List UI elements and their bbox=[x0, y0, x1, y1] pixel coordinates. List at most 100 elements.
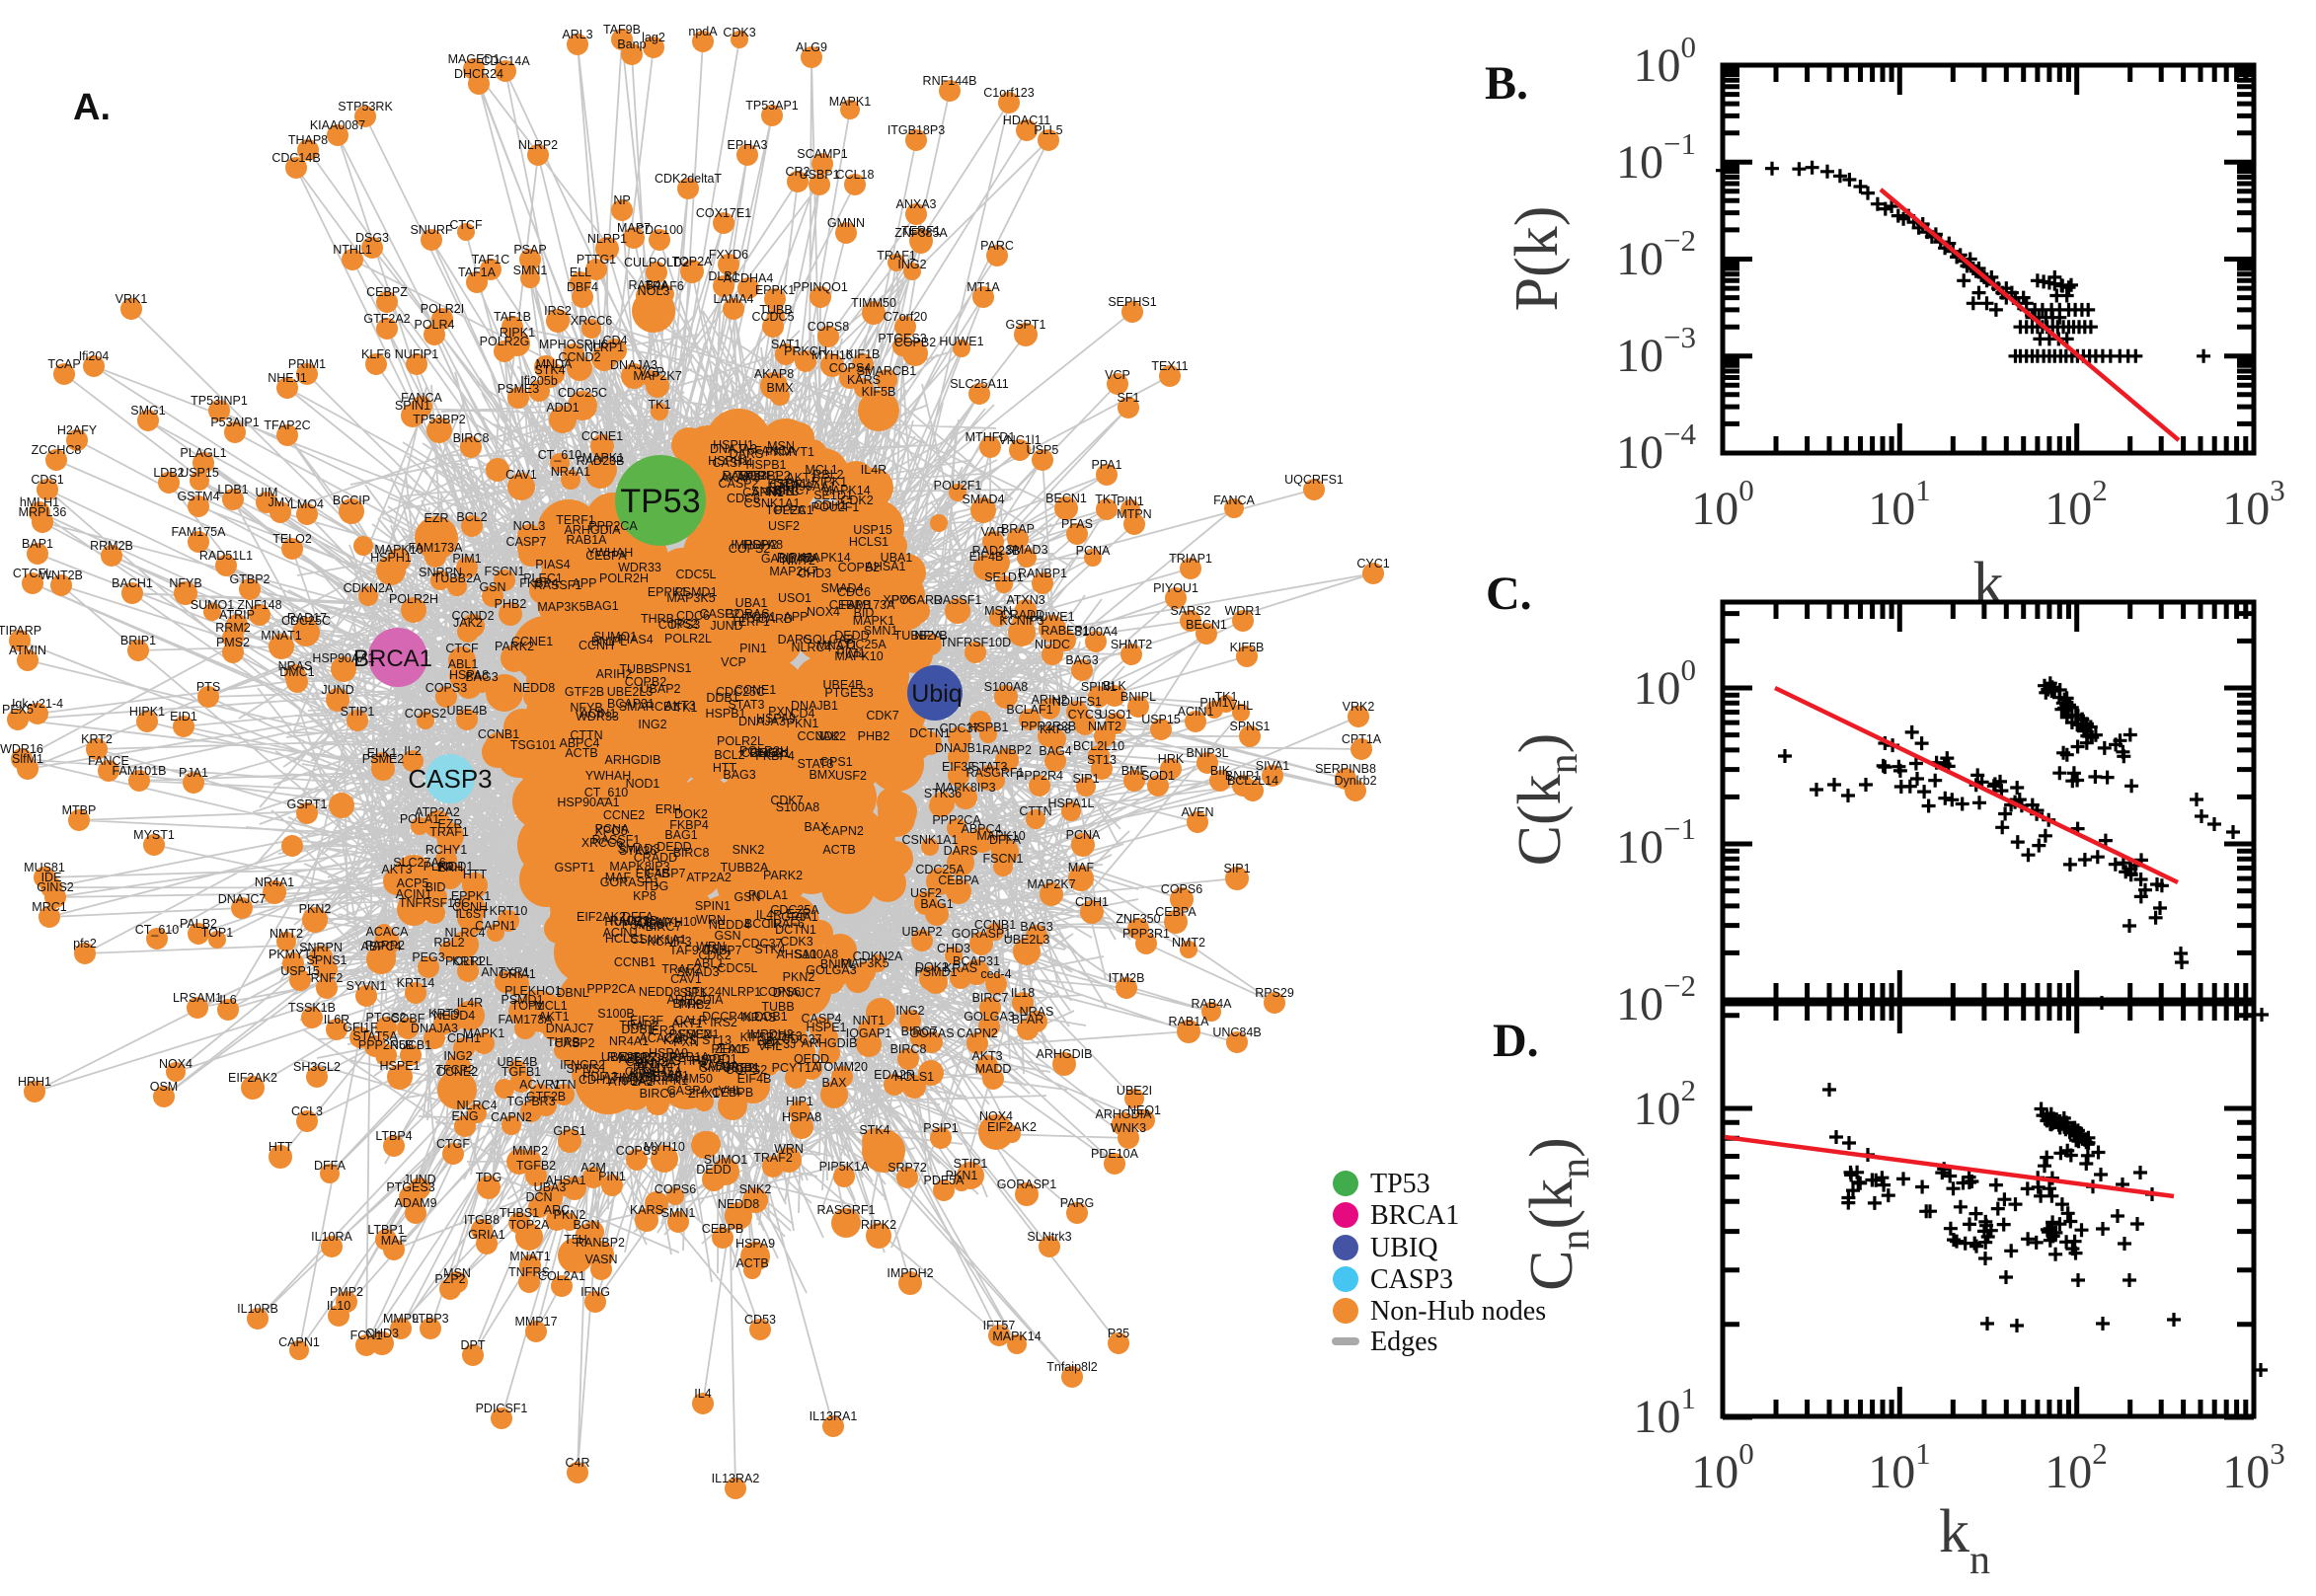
svg-text:SNK2: SNK2 bbox=[733, 843, 765, 857]
svg-text:DSG3: DSG3 bbox=[355, 231, 389, 245]
svg-text:AHSA1: AHSA1 bbox=[866, 560, 906, 573]
svg-text:ABPC4: ABPC4 bbox=[962, 822, 1002, 836]
svg-text:FAM173A: FAM173A bbox=[499, 1013, 554, 1026]
svg-text:Non-Hub nodes: Non-Hub nodes bbox=[1370, 1296, 1546, 1327]
svg-text:GOLGA3: GOLGA3 bbox=[964, 1010, 1014, 1024]
svg-text:UBAP2: UBAP2 bbox=[902, 925, 943, 939]
svg-text:HIPK1: HIPK1 bbox=[129, 705, 165, 719]
svg-text:NR4A1: NR4A1 bbox=[255, 875, 294, 889]
svg-text:THRB: THRB bbox=[547, 1035, 580, 1049]
svg-text:EDA2R: EDA2R bbox=[874, 1068, 915, 1082]
svg-text:PMP2: PMP2 bbox=[330, 1285, 363, 1299]
svg-text:PDE10A: PDE10A bbox=[1091, 1147, 1139, 1161]
svg-text:BACH1: BACH1 bbox=[112, 576, 153, 590]
svg-text:PPP2R2B: PPP2R2B bbox=[1021, 720, 1076, 733]
svg-text:CASP3: CASP3 bbox=[1370, 1264, 1453, 1295]
svg-text:SE1D1: SE1D1 bbox=[813, 489, 853, 502]
svg-text:RAB1A: RAB1A bbox=[669, 1050, 711, 1064]
svg-text:VHL: VHL bbox=[758, 1039, 782, 1053]
svg-text:RANBP2: RANBP2 bbox=[607, 1050, 656, 1064]
svg-text:BIRC8: BIRC8 bbox=[453, 431, 490, 445]
svg-text:PXN: PXN bbox=[673, 1035, 699, 1049]
svg-text:CDC25A: CDC25A bbox=[837, 638, 887, 651]
svg-text:Ubiq: Ubiq bbox=[911, 680, 962, 708]
svg-text:PIYOU1: PIYOU1 bbox=[1153, 581, 1198, 595]
svg-text:AKT1: AKT1 bbox=[671, 1017, 702, 1030]
svg-text:NUFIP1: NUFIP1 bbox=[395, 347, 439, 361]
svg-text:PCNA: PCNA bbox=[1076, 544, 1111, 558]
svg-text:MRC1: MRC1 bbox=[32, 900, 66, 914]
svg-text:SPNS1: SPNS1 bbox=[567, 1062, 607, 1076]
svg-text:EPHA3: EPHA3 bbox=[728, 138, 768, 152]
svg-text:GINS2: GINS2 bbox=[37, 880, 74, 894]
svg-text:GFI1F: GFI1F bbox=[343, 1021, 378, 1034]
svg-text:PCYT1A: PCYT1A bbox=[772, 1061, 820, 1075]
svg-text:CT_610: CT_610 bbox=[584, 786, 629, 799]
svg-text:HUWE1: HUWE1 bbox=[604, 915, 649, 929]
svg-text:SMARCB1: SMARCB1 bbox=[700, 1061, 759, 1075]
svg-text:PIAS4: PIAS4 bbox=[535, 558, 570, 571]
svg-text:IL6ST: IL6ST bbox=[455, 907, 489, 921]
svg-text:KIF5B: KIF5B bbox=[740, 1030, 775, 1044]
svg-text:SF1: SF1 bbox=[1118, 391, 1140, 405]
svg-text:STIP1: STIP1 bbox=[954, 1157, 988, 1171]
svg-text:XRCC6: XRCC6 bbox=[581, 836, 623, 850]
svg-text:hMLH1: hMLH1 bbox=[20, 495, 59, 509]
svg-text:SLNtrk3: SLNtrk3 bbox=[1027, 1230, 1071, 1244]
svg-text:WDR1: WDR1 bbox=[1225, 604, 1262, 618]
svg-text:ANXA3: ANXA3 bbox=[896, 197, 937, 211]
svg-text:NEDD4: NEDD4 bbox=[709, 918, 750, 932]
svg-text:IDE: IDE bbox=[41, 871, 62, 884]
svg-text:USF2: USF2 bbox=[910, 886, 942, 900]
svg-text:IL13RA2: IL13RA2 bbox=[712, 1472, 760, 1485]
svg-text:RAB4A: RAB4A bbox=[1192, 997, 1233, 1011]
svg-text:SUMO1: SUMO1 bbox=[593, 630, 638, 644]
svg-text:VASN: VASN bbox=[584, 1253, 617, 1266]
svg-text:IFNG: IFNG bbox=[580, 1285, 610, 1299]
svg-text:GTBP2: GTBP2 bbox=[230, 572, 270, 586]
svg-text:ERH: ERH bbox=[656, 802, 681, 816]
svg-text:CEBPA: CEBPA bbox=[585, 549, 627, 563]
svg-text:S100A8: S100A8 bbox=[795, 948, 839, 961]
svg-text:TAF1A: TAF1A bbox=[458, 266, 497, 279]
svg-text:BAG3: BAG3 bbox=[465, 670, 498, 684]
svg-text:MRPL36: MRPL36 bbox=[19, 505, 67, 519]
svg-text:CAPN1: CAPN1 bbox=[475, 919, 516, 933]
svg-text:CASP4: CASP4 bbox=[802, 1012, 842, 1026]
svg-text:MAP2K7: MAP2K7 bbox=[1027, 877, 1075, 891]
svg-text:k: k bbox=[1973, 551, 2004, 618]
svg-text:AKAP8: AKAP8 bbox=[754, 367, 794, 381]
svg-text:ATP2A2: ATP2A2 bbox=[608, 1075, 654, 1089]
svg-text:COPS8: COPS8 bbox=[808, 320, 849, 334]
svg-text:IQGAP1: IQGAP1 bbox=[846, 1026, 892, 1040]
svg-text:RASSF1: RASSF1 bbox=[534, 578, 582, 592]
svg-text:RAD51L1: RAD51L1 bbox=[199, 549, 253, 563]
svg-text:SRP72: SRP72 bbox=[888, 1161, 927, 1175]
svg-text:PSMD1: PSMD1 bbox=[674, 585, 717, 599]
svg-text:STAT3: STAT3 bbox=[970, 760, 1007, 774]
svg-text:HTT: HTT bbox=[713, 761, 737, 775]
svg-text:HSPH1: HSPH1 bbox=[708, 454, 749, 468]
svg-text:AKT3: AKT3 bbox=[971, 1049, 1002, 1063]
svg-text:CDH1: CDH1 bbox=[813, 498, 847, 512]
svg-text:ERH: ERH bbox=[437, 861, 463, 874]
svg-text:IL6R: IL6R bbox=[324, 1013, 349, 1026]
svg-text:UBA1: UBA1 bbox=[735, 596, 768, 610]
svg-text:IFNGR2: IFNGR2 bbox=[560, 1058, 605, 1072]
svg-text:BAG4: BAG4 bbox=[1039, 744, 1071, 758]
svg-text:CT_610: CT_610 bbox=[538, 448, 582, 462]
svg-text:STAT3: STAT3 bbox=[728, 698, 764, 712]
svg-text:DNAJC7: DNAJC7 bbox=[773, 986, 821, 1000]
svg-text:SMN1: SMN1 bbox=[513, 264, 548, 277]
svg-text:AKAP8: AKAP8 bbox=[721, 471, 760, 485]
svg-text:CCL3: CCL3 bbox=[291, 1104, 323, 1118]
svg-text:LDB2: LDB2 bbox=[153, 466, 184, 480]
svg-text:CASP2: CASP2 bbox=[700, 607, 740, 621]
svg-text:TDG: TDG bbox=[476, 1171, 502, 1184]
svg-text:GSN: GSN bbox=[714, 929, 740, 943]
svg-text:SMARCB1: SMARCB1 bbox=[619, 700, 678, 714]
svg-text:C.: C. bbox=[1486, 568, 1532, 620]
svg-text:SPIN1: SPIN1 bbox=[395, 399, 430, 413]
svg-text:COPS3: COPS3 bbox=[425, 681, 467, 695]
svg-text:STP53RK: STP53RK bbox=[338, 100, 393, 114]
